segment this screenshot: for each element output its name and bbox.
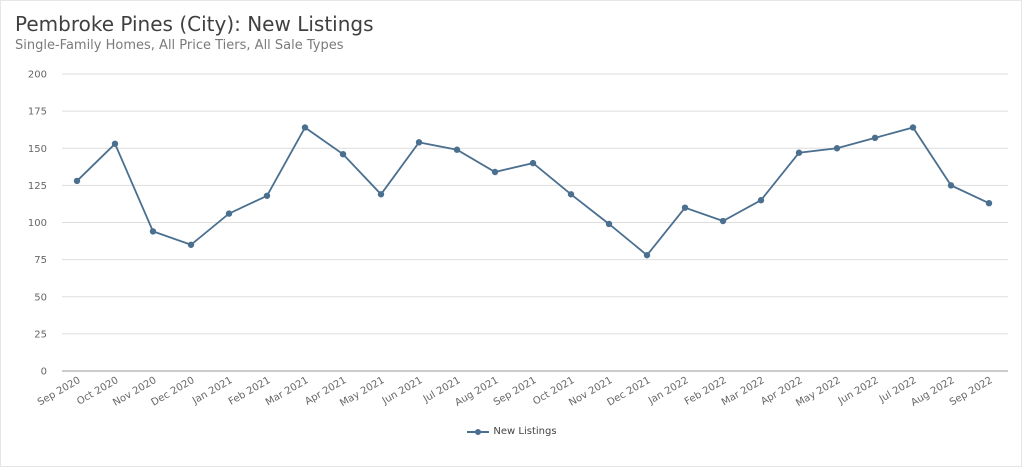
data-point [263,192,271,199]
legend-label: New Listings [493,426,557,437]
x-tick-label: Sep 2022 [948,375,995,408]
data-point [795,149,803,156]
chart-title: Pembroke Pines (City): New Listings [15,12,374,36]
x-tick-label: Aug 2021 [453,375,500,409]
data-point [833,145,841,152]
chart-subtitle: Single-Family Homes, All Price Tiers, Al… [15,38,344,53]
x-tick-label: Jan 2021 [190,375,235,407]
x-tick-label: Dec 2021 [605,375,652,409]
data-point [985,199,993,207]
y-tick-label: 200 [28,70,47,81]
data-point [301,124,309,131]
x-tick-label: Mar 2022 [720,375,767,408]
data-point [415,139,423,146]
y-tick-label: 0 [41,367,47,378]
x-tick-label: Mar 2021 [264,375,311,408]
y-tick-label: 50 [34,292,47,303]
data-point [339,150,347,158]
x-tick-label: Sep 2020 [36,375,83,408]
data-point [187,241,195,248]
y-tick-label: 175 [28,107,47,118]
legend[interactable]: New Listings [0,426,1024,438]
data-point [529,159,537,167]
x-tick-label: Dec 2020 [149,375,196,409]
data-point [73,177,81,185]
data-point [111,140,119,147]
x-tick-label: Aug 2022 [909,375,956,409]
x-tick-label: Jun 2022 [836,375,881,407]
y-tick-label: 150 [28,144,47,155]
y-tick-label: 75 [34,255,47,266]
y-tick-label: 25 [34,329,47,340]
x-tick-label: Jan 2022 [646,375,691,407]
data-point [149,228,157,235]
data-point [225,210,233,217]
y-tick-label: 125 [28,181,47,192]
data-point [757,197,765,204]
data-point [909,124,917,131]
data-point [871,134,879,142]
data-point [605,220,613,228]
data-point [567,191,575,198]
data-point [453,146,461,153]
data-point [947,182,955,189]
y-tick-label: 100 [28,218,47,229]
data-point [719,217,727,225]
x-tick-label: Jun 2021 [380,375,425,407]
data-point [491,168,499,176]
data-point [643,251,651,259]
data-point [377,191,385,198]
legend-marker-icon [467,427,490,437]
x-tick-label: Sep 2021 [492,375,539,408]
data-point [681,204,689,211]
series-line [76,126,990,257]
